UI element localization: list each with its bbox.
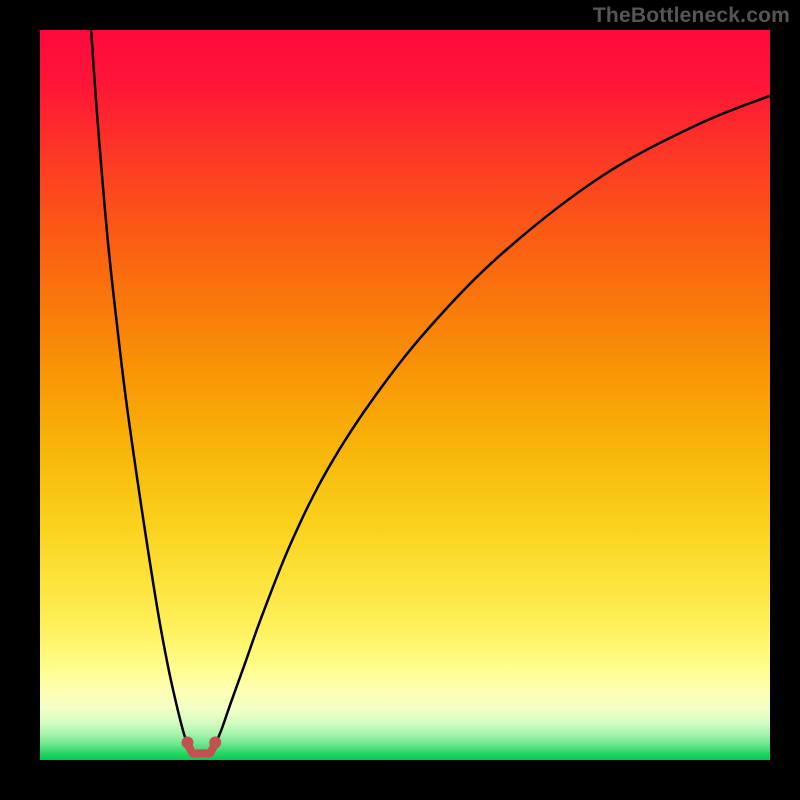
chart-canvas: TheBottleneck.com [0, 0, 800, 800]
chart-svg [0, 0, 800, 800]
plot-background [40, 30, 770, 760]
watermark-text: TheBottleneck.com [593, 4, 790, 28]
